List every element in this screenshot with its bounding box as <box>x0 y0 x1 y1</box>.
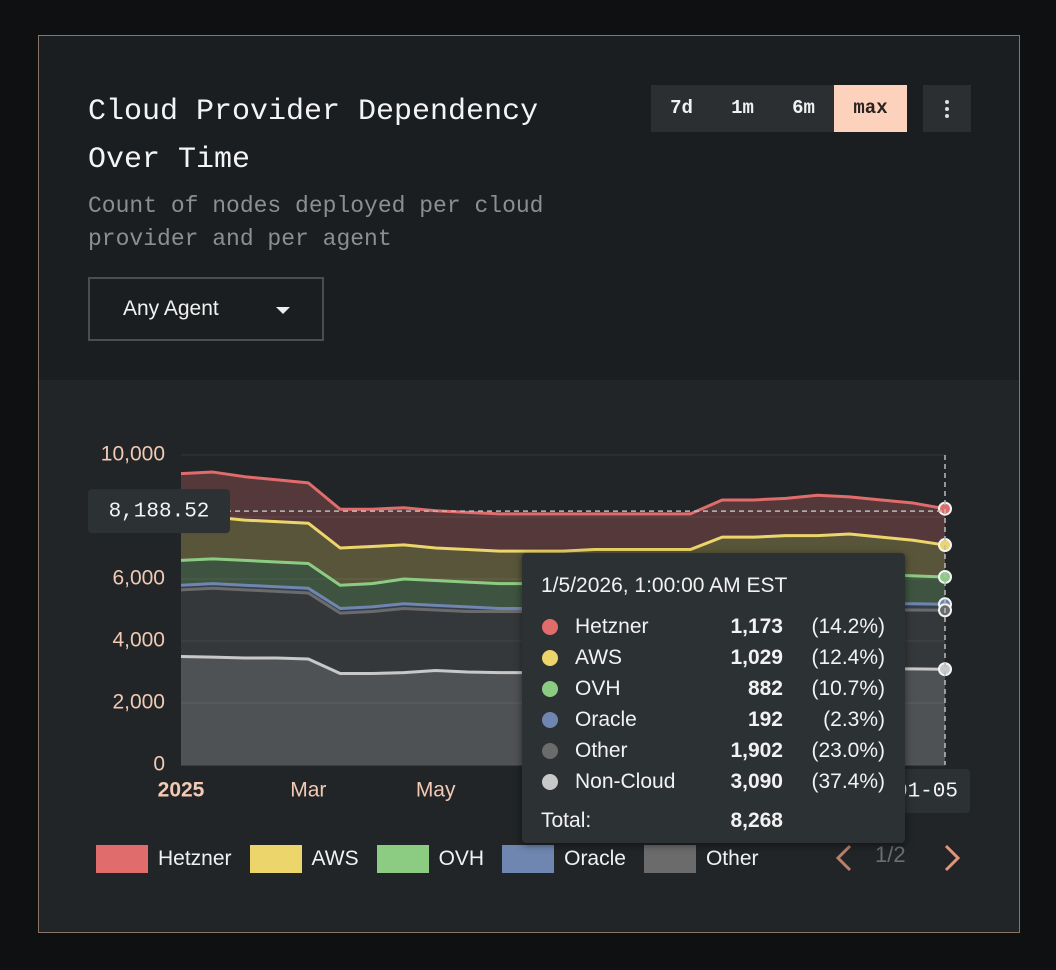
tooltip-share: (2.3%) <box>823 708 885 731</box>
tooltip-share: (37.4%) <box>811 770 885 793</box>
tooltip-row: Hetzner 1,173 (14.2%) <box>522 612 905 642</box>
legend-item[interactable]: OVH <box>376 843 485 875</box>
x-tick-label: Mar <box>290 779 326 802</box>
legend-label: Hetzner <box>158 847 232 870</box>
tooltip-value: 1,029 <box>730 646 783 669</box>
tooltip-name: AWS <box>575 646 623 669</box>
legend-swatch <box>249 845 302 873</box>
y-tick-label: 10,000 <box>101 443 165 466</box>
tooltip-dot <box>542 743 558 759</box>
y-tick-label: 6,000 <box>112 567 165 590</box>
range-button[interactable]: 1m <box>731 97 754 119</box>
tooltip-name: Hetzner <box>575 615 649 638</box>
x-tick-label: 2025 <box>158 779 205 802</box>
legend-label: Other <box>705 847 759 870</box>
tooltip-dot <box>542 681 558 697</box>
legend-label: Oracle <box>564 847 626 870</box>
tooltip-value: 1,902 <box>730 739 783 762</box>
agent-dropdown-label: Any Agent <box>123 297 219 320</box>
x-tick-label: May <box>416 779 456 802</box>
tooltip-value: 3,090 <box>730 770 783 793</box>
tooltip-dot <box>542 619 558 635</box>
tooltip-title: 1/5/2026, 1:00:00 AM EST <box>541 574 788 597</box>
tooltip-name: Non-Cloud <box>575 770 676 793</box>
legend-item[interactable]: Hetzner <box>96 843 232 875</box>
tooltip-name: Oracle <box>575 708 637 731</box>
y-tick-label: 0 <box>153 753 165 776</box>
range-button[interactable]: 7d <box>670 97 693 119</box>
agent-dropdown[interactable]: Any Agent <box>88 277 324 341</box>
tooltip-share: (23.0%) <box>811 739 885 762</box>
pager-arrows[interactable] <box>830 838 970 878</box>
tooltip-name: OVH <box>575 677 621 700</box>
card-title: Cloud Provider Dependency Over Time <box>88 95 539 177</box>
legend-pager: 1/2 <box>830 838 970 878</box>
range-selector: 7d 1m 6m max <box>651 85 907 132</box>
area-band <box>181 472 945 552</box>
legend-item[interactable]: Other <box>643 843 759 875</box>
y-tick-label: 2,000 <box>112 691 165 714</box>
tooltip-dot <box>542 712 558 728</box>
legend-swatch <box>376 845 429 873</box>
tooltip-row: AWS 1,029 (12.4%) <box>522 643 905 673</box>
legend-item[interactable]: AWS <box>249 843 359 875</box>
tooltip: 1/5/2026, 1:00:00 AM EST Hetzner 1,173 (14… <box>522 553 905 843</box>
tooltip-dot <box>542 774 558 790</box>
tooltip-row: Other 1,902 (23.0%) <box>522 736 905 766</box>
tooltip-total: 8,268 <box>730 809 783 832</box>
legend-page: 1/2 <box>875 842 906 867</box>
tooltip-share: (10.7%) <box>811 677 885 700</box>
menu-button[interactable] <box>923 85 971 132</box>
tooltip-total-row: Total: 8,268 <box>522 806 905 836</box>
tooltip-value: 882 <box>747 677 783 700</box>
card-subtitle: Count of nodes deployed per cloud provid… <box>88 193 544 252</box>
series-line <box>180 470 946 516</box>
series-line <box>181 515 946 553</box>
legend: Hetzner AWS OVH Oracle Other <box>0 843 820 875</box>
tooltip-share: (14.2%) <box>811 615 885 638</box>
tooltip-value: 1,173 <box>730 615 783 638</box>
legend-swatch <box>643 845 696 873</box>
crosshair-y-label: 8,188.52 <box>109 501 210 524</box>
tooltip-dot <box>542 650 558 666</box>
y-tick-label: 4,000 <box>112 629 165 652</box>
tooltip-total-label: Total: <box>541 809 592 832</box>
range-button[interactable]: max <box>834 85 907 132</box>
tooltip-row: Non-Cloud 3,090 (37.4%) <box>522 767 905 797</box>
legend-swatch <box>96 845 148 873</box>
tooltip-row: Oracle 192 (2.3%) <box>522 705 905 735</box>
legend-label: OVH <box>438 847 485 870</box>
tooltip-row: OVH 882 (10.7%) <box>522 674 905 704</box>
legend-label: AWS <box>311 847 359 870</box>
legend-item[interactable]: Oracle <box>502 843 626 875</box>
tooltip-share: (12.4%) <box>811 646 885 669</box>
tooltip-name: Other <box>575 739 628 762</box>
legend-swatch <box>502 845 555 873</box>
crosshair-y-box <box>88 489 230 534</box>
tooltip-value: 192 <box>747 708 783 731</box>
range-button[interactable]: 6m <box>792 97 815 119</box>
